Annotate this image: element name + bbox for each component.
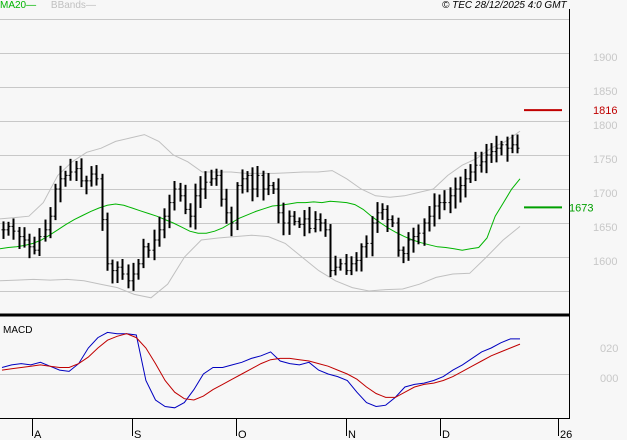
svg-text:D: D [442, 429, 450, 440]
svg-text:S: S [134, 429, 141, 440]
svg-text:1673: 1673 [569, 202, 593, 214]
svg-text:MACD: MACD [3, 325, 32, 336]
axis-labels: 1816 1673 1900 1850 1800 1750 1700 1650 1600 MACD… [3, 52, 618, 440]
chart-legend: MA20— BBands— [0, 0, 96, 12]
svg-text:O: O [238, 429, 247, 440]
svg-text:N: N [348, 429, 356, 440]
svg-text:A: A [34, 429, 42, 440]
svg-text:1816: 1816 [593, 105, 617, 117]
ma20-line [0, 178, 521, 251]
chart-frame [0, 9, 570, 436]
svg-text:000: 000 [600, 373, 618, 385]
svg-text:1600: 1600 [593, 256, 617, 268]
svg-text:1650: 1650 [593, 222, 617, 234]
legend-bbands: BBands— [50, 0, 96, 11]
svg-text:1800: 1800 [593, 120, 617, 132]
svg-text:26: 26 [560, 429, 572, 440]
price-bars [1, 134, 520, 291]
svg-text:020: 020 [600, 343, 618, 355]
macd-lines [1, 331, 521, 409]
svg-text:1850: 1850 [593, 86, 617, 98]
svg-text:1700: 1700 [593, 188, 617, 200]
svg-text:1900: 1900 [593, 52, 617, 64]
svg-text:1750: 1750 [593, 154, 617, 166]
bollinger-bands [0, 130, 521, 299]
copyright-timestamp: © TEC 28/12/2025 4:0 GMT [442, 0, 567, 11]
grid-lines [0, 19, 569, 375]
legend-ma20: MA20— [0, 0, 37, 11]
